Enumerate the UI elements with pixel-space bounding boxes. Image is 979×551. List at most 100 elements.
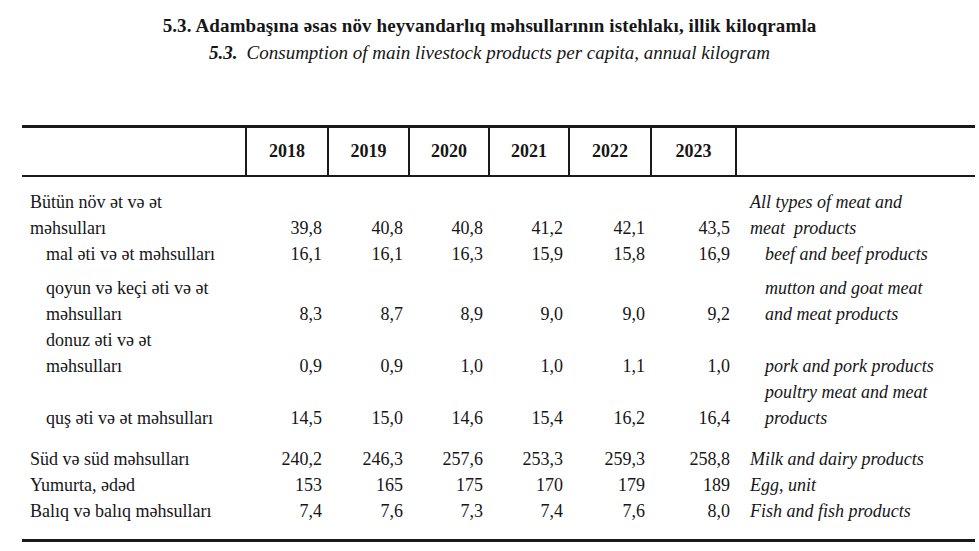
table-row: quş əti və ət məhsulları 14,5 15,0 14,6 … — [22, 405, 975, 431]
value-2018: 7,4 — [245, 498, 327, 524]
value-2022: 179 — [568, 472, 650, 498]
value-2021 — [488, 327, 568, 353]
row-label-az: məhsulları — [22, 301, 245, 327]
row-label-en: Milk and dairy products — [735, 446, 975, 472]
value-2019: 0,9 — [327, 353, 408, 379]
table-row: donuz əti və ət — [22, 327, 975, 353]
value-2019: 8,7 — [327, 301, 408, 327]
value-2022 — [568, 379, 650, 405]
page-subtitle: 5.3.Consumption of main livestock produc… — [0, 39, 979, 66]
value-2023: 16,9 — [650, 241, 735, 267]
row-label-az: məhsulları — [22, 353, 245, 379]
document-page: 5.3.Adambaşına əsas növ heyvandarlıq məh… — [0, 0, 979, 551]
value-2021: 15,4 — [488, 405, 568, 431]
row-label-az: məhsulları — [22, 215, 245, 241]
header-year-2020: 2020 — [408, 128, 488, 175]
value-2018 — [245, 379, 327, 405]
value-2020 — [408, 189, 488, 215]
value-2019 — [327, 189, 408, 215]
table-row: məhsulları 0,9 0,9 1,0 1,0 1,1 1,0 pork … — [22, 353, 975, 379]
title-number-en: 5.3. — [209, 42, 238, 63]
row-label-az: Süd və süd məhsulları — [22, 446, 245, 472]
value-2019 — [327, 379, 408, 405]
value-2020: 14,6 — [408, 405, 488, 431]
value-2023: 1,0 — [650, 353, 735, 379]
value-2023: 43,5 — [650, 215, 735, 241]
value-2023: 258,8 — [650, 446, 735, 472]
value-2023 — [650, 275, 735, 301]
table-row: qoyun və keçi əti və ət mutton and goat … — [22, 275, 975, 301]
row-label-az: mal əti və ət məhsulları — [22, 241, 245, 267]
table-header-row: 2018 2019 2020 2021 2022 2023 — [22, 125, 975, 177]
value-2022 — [568, 189, 650, 215]
value-2021: 7,4 — [488, 498, 568, 524]
row-label-az: Balıq və balıq məhsulları — [22, 498, 245, 524]
table-row: Yumurta, ədəd 153 165 175 170 179 189 Eg… — [22, 472, 975, 498]
value-2018: 240,2 — [245, 446, 327, 472]
value-2018: 39,8 — [245, 215, 327, 241]
value-2020: 257,6 — [408, 446, 488, 472]
value-2021: 253,3 — [488, 446, 568, 472]
value-2022 — [568, 327, 650, 353]
value-2018 — [245, 189, 327, 215]
value-2020: 1,0 — [408, 353, 488, 379]
value-2020: 16,3 — [408, 241, 488, 267]
table-row: Süd və süd məhsulları 240,2 246,3 257,6 … — [22, 446, 975, 472]
value-2020: 175 — [408, 472, 488, 498]
value-2023 — [650, 327, 735, 353]
value-2021: 15,9 — [488, 241, 568, 267]
value-2022: 16,2 — [568, 405, 650, 431]
row-label-az — [22, 379, 245, 405]
value-2018: 0,9 — [245, 353, 327, 379]
value-2023 — [650, 189, 735, 215]
value-2022: 259,3 — [568, 446, 650, 472]
value-2019: 246,3 — [327, 446, 408, 472]
value-2018: 8,3 — [245, 301, 327, 327]
value-2020: 8,9 — [408, 301, 488, 327]
value-2018: 16,1 — [245, 241, 327, 267]
value-2018: 14,5 — [245, 405, 327, 431]
value-2021: 170 — [488, 472, 568, 498]
value-2023 — [650, 379, 735, 405]
row-label-en — [735, 327, 975, 353]
row-label-az: quş əti və ət məhsulları — [22, 405, 245, 431]
value-2021 — [488, 275, 568, 301]
header-year-2018: 2018 — [245, 128, 327, 175]
header-year-2021: 2021 — [488, 128, 568, 175]
value-2020 — [408, 379, 488, 405]
header-empty-cell — [22, 128, 245, 175]
statistics-table: 2018 2019 2020 2021 2022 2023 Bütün növ … — [22, 125, 975, 542]
row-label-az: Bütün növ ət və ət — [22, 189, 245, 215]
value-2019: 7,6 — [327, 498, 408, 524]
value-2019: 16,1 — [327, 241, 408, 267]
value-2019 — [327, 327, 408, 353]
value-2023: 9,2 — [650, 301, 735, 327]
value-2021 — [488, 189, 568, 215]
row-label-en: All types of meat and — [735, 189, 975, 215]
row-label-en: beef and beef products — [735, 241, 975, 267]
value-2018: 153 — [245, 472, 327, 498]
row-label-en: and meat products — [735, 301, 975, 327]
value-2020 — [408, 327, 488, 353]
value-2021: 41,2 — [488, 215, 568, 241]
value-2020: 7,3 — [408, 498, 488, 524]
title-number-az: 5.3. — [163, 15, 192, 36]
table-row: məhsulları 39,8 40,8 40,8 41,2 42,1 43,5… — [22, 215, 975, 241]
value-2023: 189 — [650, 472, 735, 498]
row-label-en: pork and pork products — [735, 353, 975, 379]
value-2022 — [568, 275, 650, 301]
value-2022: 15,8 — [568, 241, 650, 267]
value-2018 — [245, 327, 327, 353]
row-label-az: Yumurta, ədəd — [22, 472, 245, 498]
header-year-2022: 2022 — [568, 128, 650, 175]
title-text-az: Adambaşına əsas növ heyvandarlıq məhsull… — [196, 15, 817, 36]
header-year-2019: 2019 — [327, 128, 408, 175]
value-2023: 16,4 — [650, 405, 735, 431]
row-label-en: poultry meat and meat — [735, 379, 975, 405]
table-row: mal əti və ət məhsulları 16,1 16,1 16,3 … — [22, 241, 975, 267]
header-year-2023: 2023 — [650, 128, 735, 175]
title-block: 5.3.Adambaşına əsas növ heyvandarlıq məh… — [0, 0, 979, 66]
value-2020 — [408, 275, 488, 301]
value-2019: 165 — [327, 472, 408, 498]
value-2022: 9,0 — [568, 301, 650, 327]
